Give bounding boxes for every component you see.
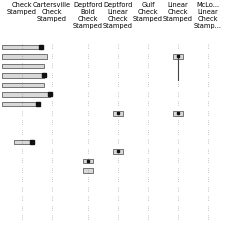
- Bar: [113, 149, 123, 153]
- Bar: [83, 168, 93, 173]
- Text: Check
Stamped: Check Stamped: [7, 2, 37, 15]
- Bar: [113, 111, 123, 115]
- Bar: [14, 140, 32, 144]
- Text: Deptford
Bold
Check
Stamped: Deptford Bold Check Stamped: [73, 2, 103, 29]
- Bar: [2, 63, 44, 68]
- Text: Deptford
Linear
Check
Stamped: Deptford Linear Check Stamped: [103, 2, 133, 29]
- Bar: [2, 54, 47, 58]
- Text: Cartersville
Check
Stamped: Cartersville Check Stamped: [33, 2, 71, 22]
- Text: McLo...
Linear
Check
Stamp...: McLo... Linear Check Stamp...: [194, 2, 222, 29]
- Bar: [83, 158, 93, 163]
- Bar: [2, 73, 44, 77]
- Bar: [2, 83, 44, 87]
- Bar: [2, 92, 50, 97]
- Bar: [173, 111, 183, 115]
- Bar: [173, 54, 183, 58]
- Bar: [2, 101, 38, 106]
- Text: Linear
Check
Stamped: Linear Check Stamped: [163, 2, 193, 22]
- Bar: [2, 45, 41, 49]
- Text: Gulf
Check
Stamped: Gulf Check Stamped: [133, 2, 163, 22]
